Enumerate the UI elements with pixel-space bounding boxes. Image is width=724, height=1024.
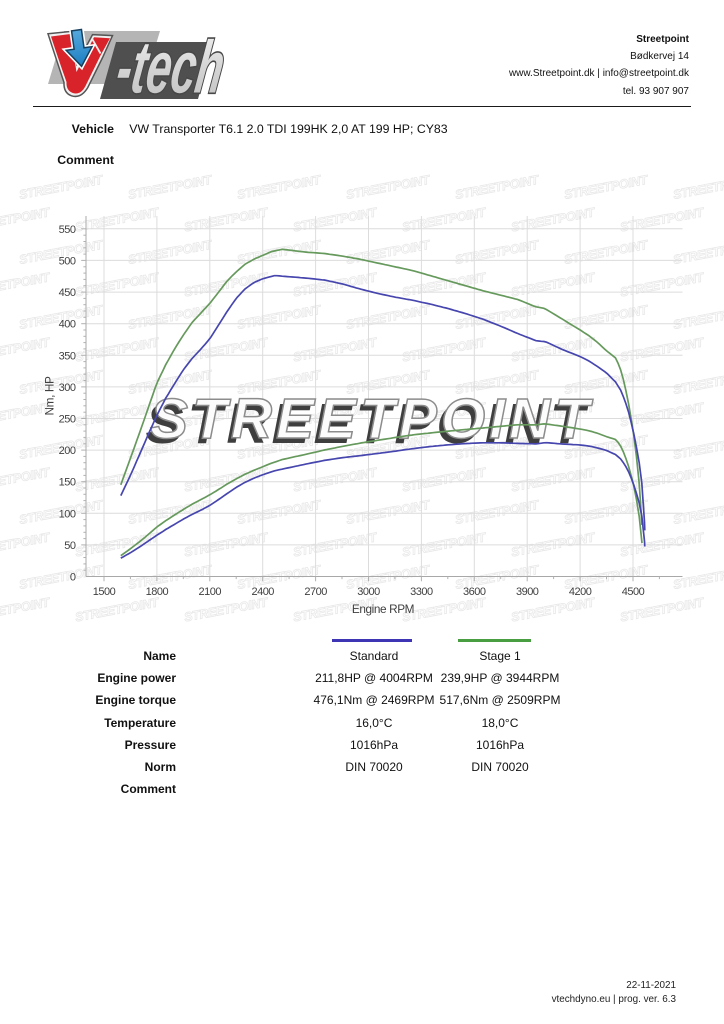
svg-text:STREETPOINT: STREETPOINT — [510, 270, 597, 299]
svg-text:STREETPOINT: STREETPOINT — [672, 238, 724, 267]
svg-text:STREETPOINT: STREETPOINT — [619, 335, 706, 364]
svg-text:400: 400 — [59, 319, 76, 331]
svg-text:STREETPOINT: STREETPOINT — [0, 465, 52, 494]
svg-text:STREETPOINT: STREETPOINT — [236, 303, 323, 332]
svg-text:2100: 2100 — [199, 586, 222, 598]
svg-text:STREETPOINT: STREETPOINT — [236, 173, 323, 202]
svg-text:3900: 3900 — [516, 586, 539, 598]
svg-text:STREETPOINT: STREETPOINT — [672, 368, 724, 397]
svg-text:3600: 3600 — [463, 586, 486, 598]
svg-text:STREETPOINT: STREETPOINT — [454, 498, 541, 527]
svg-text:STREETPOINT: STREETPOINT — [345, 173, 432, 202]
svg-text:STREETPOINT: STREETPOINT — [127, 173, 214, 202]
svg-text:STREETPOINT: STREETPOINT — [127, 498, 214, 527]
svg-text:100: 100 — [59, 508, 76, 520]
svg-text:550: 550 — [59, 224, 76, 236]
svg-text:STREETPOINT: STREETPOINT — [672, 303, 724, 332]
svg-text:STREETPOINT: STREETPOINT — [510, 595, 597, 624]
svg-text:STREETPOINT: STREETPOINT — [74, 270, 161, 299]
svg-text:STREETPOINT: STREETPOINT — [345, 238, 432, 267]
svg-text:STREETPOINT: STREETPOINT — [672, 563, 724, 592]
svg-text:STREETPOINT: STREETPOINT — [454, 173, 541, 202]
svg-text:STREETPOINT: STREETPOINT — [401, 465, 488, 494]
svg-text:STREETPOINT: STREETPOINT — [563, 173, 650, 202]
svg-text:300: 300 — [59, 382, 76, 394]
svg-text:STREETPOINT: STREETPOINT — [0, 530, 52, 559]
svg-text:200: 200 — [59, 445, 76, 457]
svg-text:1500: 1500 — [93, 586, 116, 598]
svg-text:2700: 2700 — [304, 586, 327, 598]
svg-text:STREETPOINT: STREETPOINT — [345, 498, 432, 527]
svg-text:STREETPOINT: STREETPOINT — [0, 205, 52, 234]
svg-text:STREETPOINT: STREETPOINT — [510, 335, 597, 364]
svg-text:-tech: -tech — [111, 26, 229, 109]
svg-text:STREETPOINT: STREETPOINT — [672, 433, 724, 462]
svg-text:250: 250 — [59, 414, 76, 426]
svg-text:STREETPOINT: STREETPOINT — [619, 595, 706, 624]
svg-text:STREETPOINT: STREETPOINT — [183, 335, 270, 364]
svg-text:STREETPOINT: STREETPOINT — [74, 465, 161, 494]
svg-text:STREETPOINT: STREETPOINT — [236, 498, 323, 527]
svg-text:STREETPOINT: STREETPOINT — [672, 498, 724, 527]
svg-text:500: 500 — [59, 255, 76, 267]
svg-text:STREETPOINT: STREETPOINT — [0, 270, 52, 299]
svg-text:STREETPOINT: STREETPOINT — [74, 205, 161, 234]
svg-text:Nm, HP: Nm, HP — [43, 376, 57, 415]
svg-text:STREETPOINT: STREETPOINT — [127, 303, 214, 332]
svg-text:50: 50 — [64, 540, 76, 552]
svg-text:STREETPOINT: STREETPOINT — [454, 238, 541, 267]
svg-text:3300: 3300 — [410, 586, 433, 598]
svg-text:0: 0 — [70, 572, 76, 584]
svg-text:STREETPOINT: STREETPOINT — [146, 392, 589, 456]
svg-text:STREETPOINT: STREETPOINT — [345, 303, 432, 332]
svg-text:STREETPOINT: STREETPOINT — [401, 205, 488, 234]
svg-text:STREETPOINT: STREETPOINT — [619, 205, 706, 234]
svg-text:STREETPOINT: STREETPOINT — [150, 387, 593, 451]
svg-text:STREETPOINT: STREETPOINT — [401, 335, 488, 364]
svg-text:3000: 3000 — [357, 586, 380, 598]
svg-text:STREETPOINT: STREETPOINT — [18, 173, 105, 202]
svg-text:STREETPOINT: STREETPOINT — [510, 465, 597, 494]
svg-text:STREETPOINT: STREETPOINT — [183, 270, 270, 299]
svg-text:STREETPOINT: STREETPOINT — [292, 205, 379, 234]
svg-text:STREETPOINT: STREETPOINT — [563, 238, 650, 267]
svg-text:STREETPOINT: STREETPOINT — [0, 335, 52, 364]
svg-text:STREETPOINT: STREETPOINT — [401, 270, 488, 299]
svg-text:STREETPOINT: STREETPOINT — [454, 303, 541, 332]
svg-text:STREETPOINT: STREETPOINT — [74, 335, 161, 364]
svg-text:1800: 1800 — [146, 586, 169, 598]
svg-text:150: 150 — [59, 477, 76, 489]
svg-text:2400: 2400 — [251, 586, 274, 598]
svg-text:STREETPOINT: STREETPOINT — [292, 270, 379, 299]
svg-text:STREETPOINT: STREETPOINT — [183, 205, 270, 234]
svg-text:STREETPOINT: STREETPOINT — [74, 595, 161, 624]
svg-text:STREETPOINT: STREETPOINT — [672, 173, 724, 202]
svg-text:STREETPOINT: STREETPOINT — [619, 270, 706, 299]
svg-text:Engine RPM: Engine RPM — [352, 602, 414, 616]
svg-text:4500: 4500 — [622, 586, 645, 598]
svg-text:STREETPOINT: STREETPOINT — [510, 205, 597, 234]
svg-text:STREETPOINT: STREETPOINT — [292, 465, 379, 494]
svg-text:STREETPOINT: STREETPOINT — [127, 238, 214, 267]
svg-text:STREETPOINT: STREETPOINT — [183, 595, 270, 624]
svg-text:350: 350 — [59, 350, 76, 362]
svg-text:STREETPOINT: STREETPOINT — [0, 595, 52, 624]
svg-text:4200: 4200 — [569, 586, 592, 598]
svg-text:450: 450 — [59, 287, 76, 299]
svg-text:STREETPOINT: STREETPOINT — [292, 335, 379, 364]
